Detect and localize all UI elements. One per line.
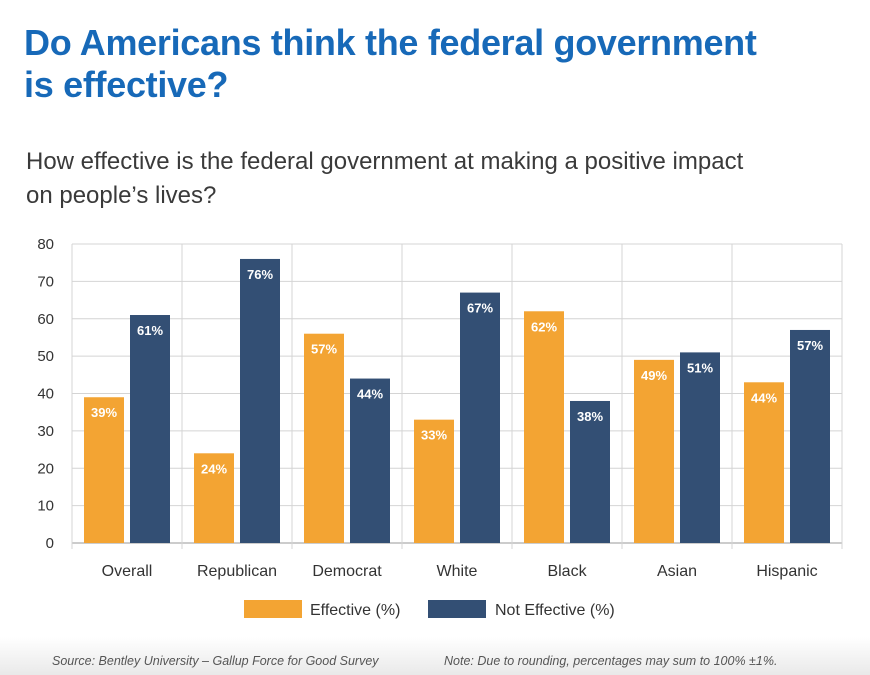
title-line-1: Do Americans think the federal governmen… (24, 22, 757, 63)
subtitle-line-1: How effective is the federal government … (26, 148, 744, 175)
effective-data-label: 44% (751, 390, 777, 405)
x-tick-label-black: Black (547, 563, 587, 580)
not-effective-data-label: 57% (797, 338, 823, 353)
not-effective-data-label: 38% (577, 409, 603, 424)
x-tick-label-democrat: Democrat (312, 563, 382, 580)
effective-bar (304, 333, 344, 543)
effective-bar (194, 453, 234, 543)
legend-label-not-effective: Not Effective (%) (495, 602, 615, 619)
effective-data-label: 57% (311, 342, 337, 357)
not-effective-data-label: 44% (357, 387, 383, 402)
y-tick-label: 40 (37, 386, 54, 403)
effective-data-label: 39% (91, 405, 117, 420)
not-effective-bar (240, 258, 280, 543)
not-effective-bar (680, 352, 720, 543)
legend-label-effective: Effective (%) (310, 602, 400, 619)
subtitle-line-2: on people’s lives? (26, 182, 217, 209)
effective-bar (414, 419, 454, 543)
not-effective-data-label: 51% (687, 360, 713, 375)
chart-title: Do Americans think the federal governmen… (24, 22, 854, 106)
legend-swatch-not-effective (428, 600, 486, 618)
bar-chart: 0 10 20 30 40 50 60 70 80 39% 61% Overall 24% 76% Repu… (37, 236, 843, 619)
footer-bar (0, 637, 870, 675)
not-effective-bar (350, 378, 390, 543)
effective-data-label: 24% (201, 461, 227, 476)
effective-data-label: 62% (531, 319, 557, 334)
y-tick-label: 60 (37, 311, 54, 328)
effective-bar (84, 397, 124, 543)
y-tick-label: 10 (37, 498, 54, 515)
x-tick-label-hispanic: Hispanic (756, 563, 817, 580)
effective-data-label: 33% (421, 428, 447, 443)
not-effective-data-label: 67% (467, 301, 493, 316)
note-text: Note: Due to rounding, percentages may s… (444, 654, 778, 668)
effective-bar (634, 359, 674, 543)
x-tick-label-overall: Overall (102, 563, 153, 580)
y-tick-label: 80 (37, 236, 54, 253)
not-effective-bar (570, 400, 610, 543)
not-effective-bar (790, 329, 830, 543)
y-tick-label: 70 (37, 273, 54, 290)
not-effective-bar (130, 315, 170, 543)
effective-bar (524, 311, 564, 543)
effective-bar (744, 382, 784, 543)
x-tick-label-republican: Republican (197, 563, 277, 580)
source-text: Source: Bentley University – Gallup Forc… (52, 654, 379, 668)
y-tick-label: 0 (46, 535, 54, 552)
y-tick-label: 50 (37, 348, 54, 365)
effective-data-label: 49% (641, 368, 667, 383)
y-tick-label: 30 (37, 423, 54, 440)
not-effective-data-label: 61% (137, 323, 163, 338)
not-effective-bar (460, 292, 500, 543)
x-tick-label-white: White (437, 563, 478, 580)
not-effective-data-label: 76% (247, 267, 273, 282)
legend-swatch-effective (244, 600, 302, 618)
title-line-2: is effective? (24, 64, 229, 105)
chart-subtitle: How effective is the federal government … (26, 145, 856, 213)
x-tick-label-asian: Asian (657, 563, 697, 580)
y-tick-label: 20 (37, 460, 54, 477)
